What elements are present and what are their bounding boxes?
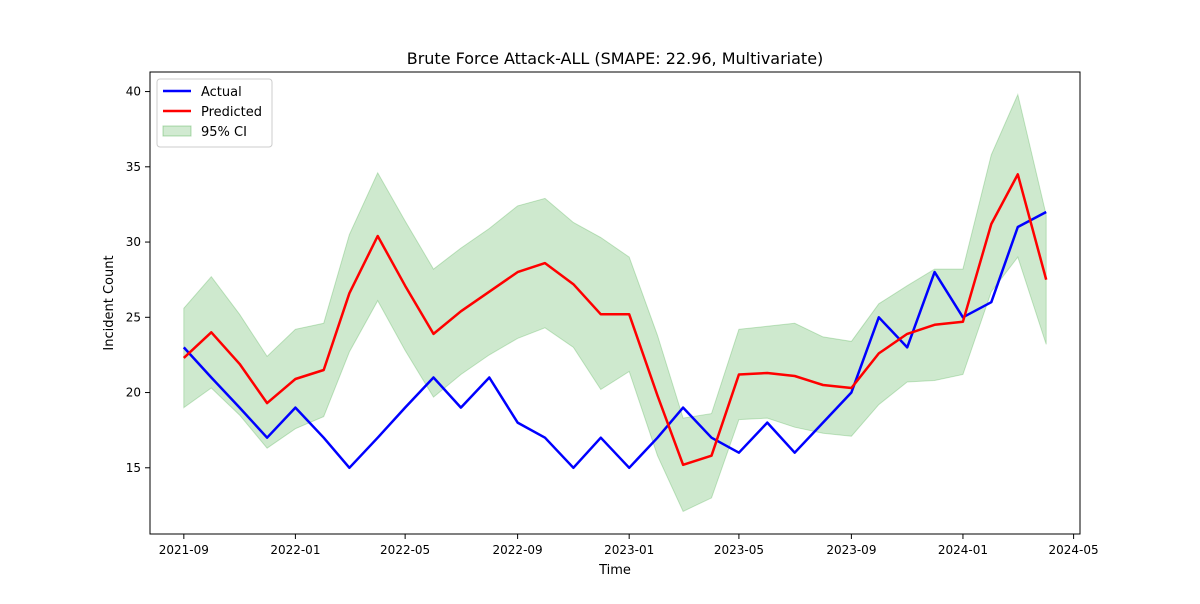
x-tick-label: 2024-05 — [1049, 543, 1099, 557]
y-tick-label: 20 — [126, 386, 141, 400]
chart-title: Brute Force Attack-ALL (SMAPE: 22.96, Mu… — [407, 49, 824, 68]
x-tick-label: 2022-05 — [380, 543, 430, 557]
y-tick-label: 35 — [126, 160, 141, 174]
y-tick-label: 30 — [126, 235, 141, 249]
y-tick-label: 25 — [126, 310, 141, 324]
series-layer — [182, 173, 1048, 470]
legend-label-actual: Actual — [201, 85, 242, 100]
y-tick-label: 40 — [126, 85, 141, 99]
series-line-predicted — [182, 173, 1048, 467]
confidence-band-layer — [183, 93, 1047, 513]
legend-swatch-ci — [162, 125, 192, 137]
series-line-actual — [182, 210, 1047, 470]
x-tick-label: 2023-01 — [604, 543, 654, 557]
legend-label-ci: 95% CI — [201, 125, 247, 140]
y-axis: 15 20 25 30 35 40 — [126, 85, 150, 475]
y-axis-label: Incident Count — [102, 255, 117, 350]
x-tick-label: 2022-09 — [493, 543, 543, 557]
x-axis: 2021-09 2022-01 2022-05 2022-09 2023-01 2023-… — [159, 534, 1099, 557]
x-tick-label: 2022-01 — [270, 543, 320, 557]
ci-band-area — [183, 93, 1047, 513]
plot-frame — [149, 71, 1081, 535]
x-axis-label: Time — [598, 563, 631, 578]
x-tick-label: 2023-05 — [714, 543, 764, 557]
x-tick-label: 2024-01 — [938, 543, 988, 557]
legend: Actual Predicted 95% CI — [156, 78, 273, 148]
legend-frame — [156, 78, 273, 148]
x-tick-label: 2021-09 — [159, 543, 209, 557]
y-tick-label: 15 — [126, 461, 141, 475]
x-tick-label: 2023-09 — [826, 543, 876, 557]
legend-label-predicted: Predicted — [201, 105, 262, 120]
